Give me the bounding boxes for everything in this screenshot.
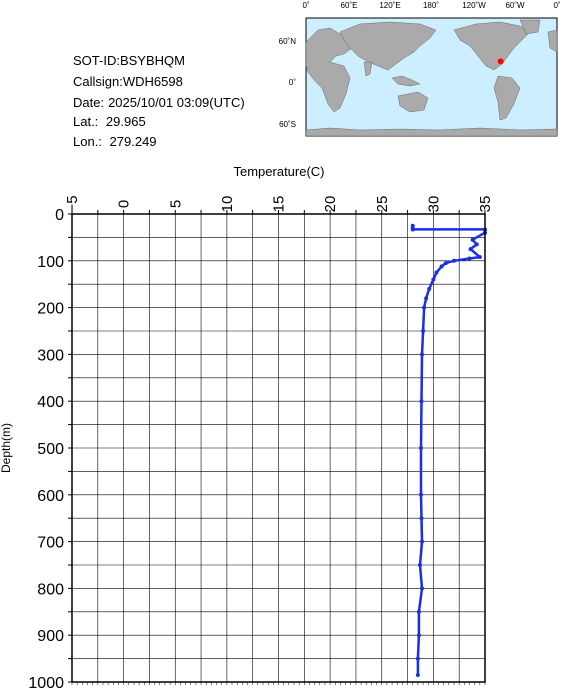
map-left-labels: 60˚N 0˚ 60˚S [279, 37, 297, 129]
x-tick-label: 5 [167, 200, 184, 208]
y-tick-label: 700 [37, 535, 64, 552]
map-land [305, 19, 558, 137]
map-lon-label-120w: 120˚W [462, 1, 486, 10]
chart-series [410, 223, 487, 677]
y-tick-label: 500 [37, 441, 64, 458]
y-axis-title: Depth(m) [0, 423, 13, 473]
y-tick-label: 1000 [28, 675, 64, 690]
x-tick-label: 0 [116, 200, 133, 208]
x-tick-label: 10 [219, 196, 236, 213]
data-point [424, 296, 429, 301]
map-lat-label-60s: 60˚S [279, 120, 296, 129]
data-point [415, 672, 420, 677]
map-lon-label-60w: 60˚W [505, 1, 525, 10]
data-point [439, 264, 444, 269]
date-label: Date: [73, 95, 105, 110]
date-row: Date: 2025/10/01 03:09(UTC) [73, 95, 245, 110]
data-point [443, 261, 448, 266]
lon-label: Lon.: [73, 134, 102, 149]
data-point [417, 563, 422, 567]
y-tick-label: 400 [37, 394, 64, 411]
lat-label: Lat.: [73, 114, 99, 129]
map-lon-label-60e: 60˚E [341, 1, 358, 10]
data-point [419, 399, 424, 404]
data-point [470, 237, 475, 242]
temperature-profile-line [411, 225, 487, 675]
sot-id: SOT-ID:BSYBHQM [73, 53, 185, 68]
x-tick-label: 35 [477, 196, 494, 213]
map-top-labels: 0˚ 60˚E 120˚E 180˚ 120˚W 60˚W 0˚ [302, 1, 560, 10]
data-point [418, 446, 423, 450]
data-point [416, 633, 421, 638]
date-value: 2025/10/01 03:09(UTC) [108, 95, 245, 110]
plot-frame [71, 213, 486, 683]
data-point [427, 286, 432, 291]
data-point [418, 492, 423, 497]
map-lon-label-0: 0˚ [302, 1, 309, 10]
y-tick-label: 300 [37, 347, 64, 364]
data-point [421, 329, 426, 333]
data-point [452, 258, 457, 263]
y-tick-label: 0 [55, 207, 64, 224]
data-point [474, 242, 479, 247]
map-lat-label-0: 0˚ [289, 78, 296, 87]
data-point [415, 656, 420, 661]
map-lon-label-120e: 120˚E [379, 1, 400, 10]
callsign: Callsign:WDH6598 [73, 74, 183, 89]
x-tick-label: 25 [374, 196, 391, 213]
y-tick-label: 900 [37, 628, 64, 645]
data-point [410, 227, 415, 232]
data-point [431, 277, 436, 282]
map-lat-label-60n: 60˚N [279, 37, 297, 46]
data-point [420, 352, 425, 357]
x-axis-title: Temperature(C) [233, 164, 324, 179]
data-point [467, 256, 472, 261]
data-point [419, 516, 424, 521]
lat-value: 29.965 [105, 114, 146, 129]
map-lon-label-0-right: 0˚ [553, 1, 560, 10]
data-point [434, 270, 439, 275]
chart-grid [71, 213, 486, 683]
lon-row: Lon.: 279.249 [73, 134, 157, 149]
y-tick-label: 100 [37, 254, 64, 271]
location-marker [497, 58, 504, 65]
data-point [416, 609, 421, 614]
y-tick-label: 800 [37, 581, 64, 598]
y-tick-label: 200 [37, 301, 64, 318]
data-point [420, 539, 425, 544]
lat-row: Lat.: 29.965 [73, 114, 146, 129]
x-tick-label: −5 [64, 195, 81, 212]
x-tick-label: 20 [322, 196, 339, 213]
x-tick-label: 30 [425, 196, 442, 213]
data-point [420, 586, 425, 591]
x-tick-label: 15 [271, 196, 288, 213]
data-point [468, 247, 473, 252]
data-point [422, 305, 427, 310]
map-lon-label-180: 180˚ [423, 1, 439, 10]
y-tick-label: 600 [37, 488, 64, 505]
chart-ticks: −5 0 5 10 15 20 25 30 35010020030040050060070080… [28, 195, 494, 690]
lon-value: 279.249 [109, 134, 157, 149]
data-point [477, 255, 482, 260]
